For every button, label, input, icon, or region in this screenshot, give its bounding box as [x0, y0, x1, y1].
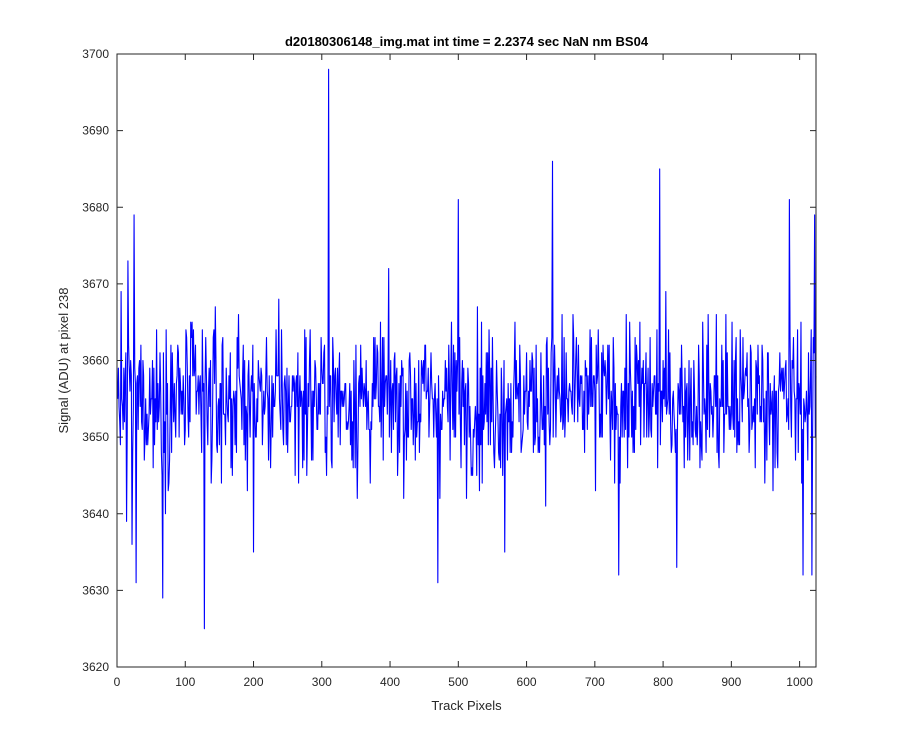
x-tick-label: 900	[721, 675, 741, 689]
x-axis: 0 100 200 300 400 500 600 700 800 900 1000	[114, 54, 813, 689]
y-axis: 3620 3630 3640 3650 3660 3670 3680 3690 3700	[82, 47, 816, 674]
x-tick-label: 400	[380, 675, 400, 689]
x-tick-label: 1000	[786, 675, 813, 689]
x-tick-label: 0	[114, 675, 121, 689]
y-tick-label: 3690	[82, 124, 109, 138]
y-axis-label: Signal (ADU) at pixel 238	[56, 288, 71, 434]
x-tick-label: 600	[517, 675, 537, 689]
y-tick-label: 3670	[82, 277, 109, 291]
chart-title: d20180306148_img.mat int time = 2.2374 s…	[285, 34, 649, 49]
x-tick-label: 300	[312, 675, 332, 689]
axes-background	[117, 54, 816, 667]
x-tick-label: 700	[585, 675, 605, 689]
y-tick-label: 3630	[82, 583, 109, 597]
y-tick-label: 3700	[82, 47, 109, 61]
series-line	[117, 68, 817, 630]
y-tick-label: 3680	[82, 200, 109, 214]
y-tick-label: 3650	[82, 430, 109, 444]
x-axis-label: Track Pixels	[431, 698, 502, 713]
x-tick-label: 500	[448, 675, 468, 689]
y-tick-label: 3640	[82, 507, 109, 521]
x-tick-label: 100	[175, 675, 195, 689]
y-tick-label: 3620	[82, 660, 109, 674]
y-tick-label: 3660	[82, 354, 109, 368]
plot-area	[116, 53, 817, 668]
x-tick-label: 200	[244, 675, 264, 689]
series-layer	[117, 68, 817, 630]
x-tick-label: 800	[653, 675, 673, 689]
